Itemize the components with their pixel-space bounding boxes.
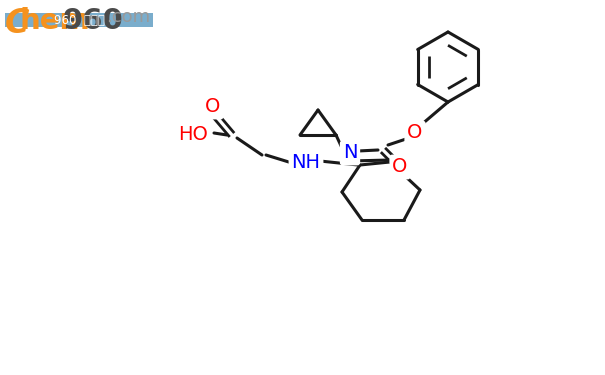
Text: O: O [407,123,423,142]
Text: HO: HO [178,126,208,144]
Text: hem: hem [20,7,91,35]
Text: O: O [392,158,408,177]
Text: 960  化工网: 960 化工网 [54,13,105,27]
Text: O: O [205,98,221,117]
Text: N: N [343,144,357,162]
Text: 960: 960 [63,7,124,35]
FancyBboxPatch shape [5,13,153,27]
Text: NH: NH [292,153,321,173]
Text: .com: .com [106,8,150,26]
Text: C: C [5,7,30,40]
